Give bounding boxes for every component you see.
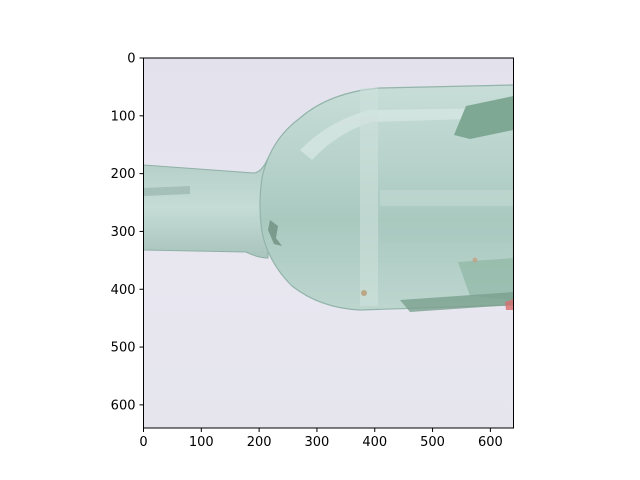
y-axis: 0 100 200 300 400 500 600	[111, 52, 144, 413]
body-band	[360, 88, 378, 306]
y-tick-label: 400	[111, 283, 136, 298]
y-tick-label: 0	[127, 52, 135, 67]
y-tick-label: 100	[111, 109, 136, 124]
label-piece-lower	[458, 258, 514, 300]
body-stripe	[380, 190, 513, 206]
x-axis: 0 100 200 300 400 500 600	[139, 428, 503, 450]
label-piece	[454, 96, 514, 139]
x-tick-label: 200	[247, 435, 272, 450]
photo	[143, 58, 514, 428]
body-stripe-2	[380, 228, 513, 242]
shoulder-mark	[268, 220, 282, 246]
x-tick-label: 100	[189, 435, 214, 450]
x-tick-label: 300	[305, 435, 330, 450]
spot	[472, 257, 478, 263]
x-tick-label: 400	[362, 435, 387, 450]
x-tick-label: 500	[420, 435, 445, 450]
label-strip	[400, 292, 514, 312]
y-tick-label: 300	[111, 225, 136, 240]
x-tick-label: 0	[139, 435, 147, 450]
y-tick-label: 200	[111, 167, 136, 182]
spot	[361, 290, 367, 296]
y-tick-label: 600	[111, 398, 136, 413]
x-tick-label: 600	[478, 435, 503, 450]
bottle-neck	[143, 157, 269, 259]
glass-highlight	[300, 108, 500, 160]
neck-lip	[143, 186, 190, 196]
red-edge	[505, 299, 514, 310]
y-tick-label: 500	[111, 341, 136, 356]
axes-frame	[143, 57, 514, 429]
